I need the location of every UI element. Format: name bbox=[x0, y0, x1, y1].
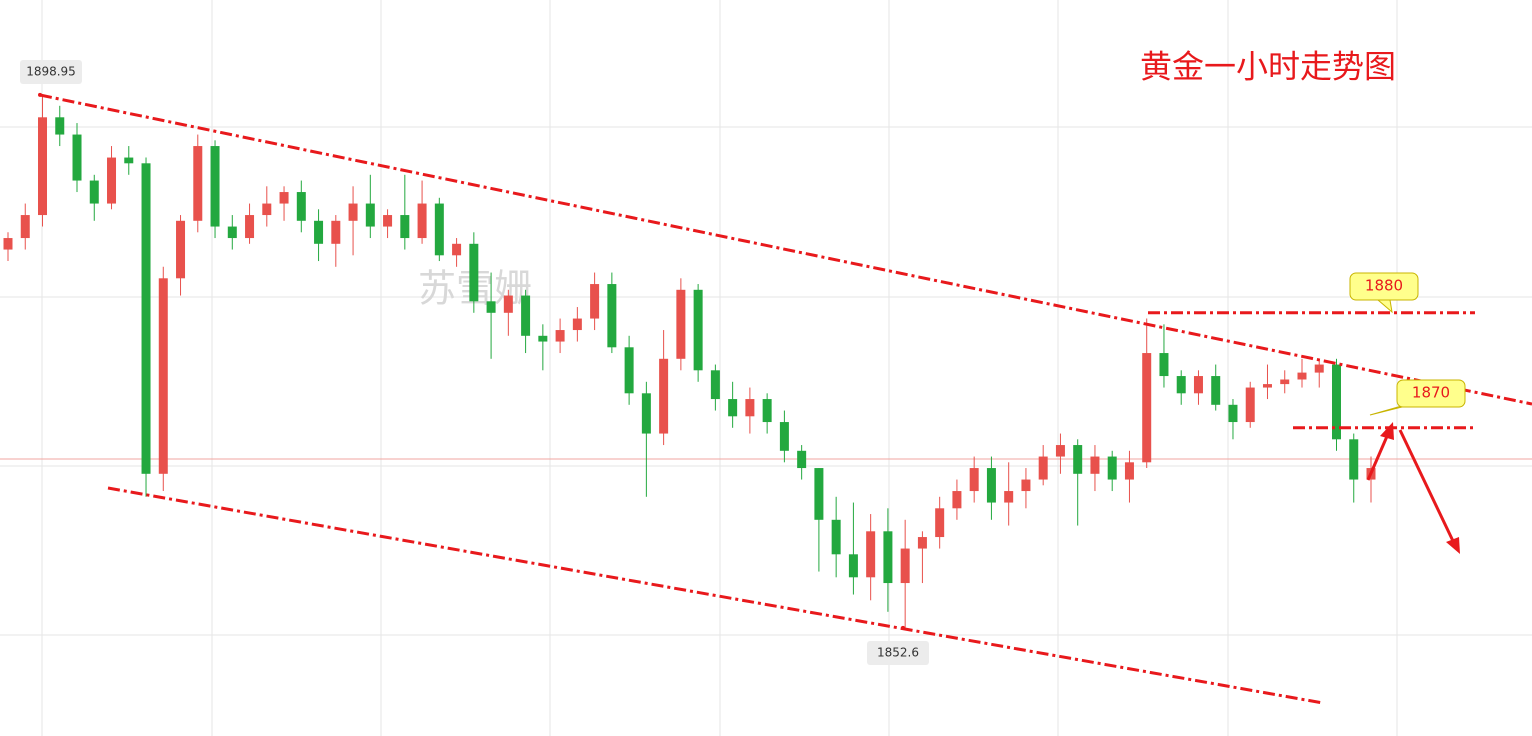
candle-body bbox=[72, 134, 82, 181]
candle-body bbox=[952, 491, 962, 509]
candle-body bbox=[538, 335, 548, 342]
price-tag-label: 1852.6 bbox=[877, 646, 919, 660]
candle-body bbox=[210, 146, 220, 227]
candle-body bbox=[314, 220, 324, 244]
candle-body bbox=[797, 450, 807, 469]
candle-body bbox=[1193, 376, 1203, 394]
candle-body bbox=[1314, 364, 1324, 373]
candle-body bbox=[227, 226, 237, 239]
candle-body bbox=[452, 243, 462, 256]
high-marker bbox=[38, 92, 42, 97]
candle-body bbox=[1021, 479, 1031, 492]
candle-body bbox=[296, 192, 306, 221]
candle-body bbox=[383, 215, 393, 227]
callout bbox=[1396, 379, 1466, 408]
candle-body bbox=[1262, 384, 1272, 388]
candle-body bbox=[866, 531, 876, 578]
candle-body bbox=[900, 548, 910, 584]
level-label: 1880 bbox=[1365, 277, 1403, 295]
candle-body bbox=[762, 399, 772, 423]
candle-body bbox=[400, 215, 410, 239]
price-tag-label: 1898.95 bbox=[26, 65, 76, 79]
candle-body bbox=[1245, 387, 1255, 423]
candle-body bbox=[1176, 376, 1186, 394]
candle-body bbox=[1090, 456, 1100, 474]
candle-body bbox=[1055, 445, 1065, 457]
candle-body bbox=[607, 284, 617, 348]
candle-body bbox=[348, 203, 358, 221]
candle-body bbox=[1331, 364, 1341, 440]
candle-body bbox=[469, 243, 479, 302]
candle-body bbox=[124, 157, 134, 164]
callout-tail bbox=[1376, 299, 1393, 314]
candle-body bbox=[1004, 491, 1014, 503]
candle-body bbox=[555, 330, 565, 342]
candles bbox=[3, 94, 1376, 628]
candle-body bbox=[728, 399, 738, 417]
candle-body bbox=[20, 215, 30, 239]
candle-body bbox=[331, 220, 341, 244]
candle-body bbox=[245, 215, 255, 239]
candle-body bbox=[141, 163, 151, 474]
candle-body bbox=[158, 278, 168, 474]
candle-body bbox=[1142, 353, 1152, 463]
candle-body bbox=[831, 519, 841, 555]
candle-body bbox=[1280, 379, 1290, 385]
candle-body bbox=[1349, 439, 1359, 480]
candle-body bbox=[3, 238, 13, 250]
chart-title: 黄金一小时走势图 bbox=[1140, 48, 1396, 86]
trend-lines bbox=[39, 93, 1532, 705]
price-tag bbox=[20, 60, 82, 84]
candle-body bbox=[176, 220, 186, 279]
callout bbox=[1349, 272, 1419, 301]
candle-body bbox=[365, 203, 375, 227]
candle-body bbox=[814, 468, 824, 520]
candle-body bbox=[935, 508, 945, 538]
arrows bbox=[1366, 422, 1460, 554]
candle-body bbox=[1107, 456, 1117, 480]
candle-body bbox=[641, 393, 651, 434]
candle-body bbox=[279, 192, 289, 204]
candle-body bbox=[107, 157, 117, 204]
candle-body bbox=[1073, 445, 1083, 474]
candle-body bbox=[779, 422, 789, 451]
candle-body bbox=[659, 358, 669, 434]
candle-body bbox=[486, 301, 496, 313]
candle-body bbox=[1228, 404, 1238, 423]
level-label: 1870 bbox=[1412, 384, 1450, 402]
candle-body bbox=[624, 347, 634, 394]
candle-body bbox=[1124, 462, 1134, 480]
candle-body bbox=[676, 289, 686, 359]
candle-body bbox=[1211, 376, 1221, 405]
candle-body bbox=[745, 399, 755, 417]
candle-body bbox=[417, 203, 427, 239]
candle-body bbox=[1038, 456, 1048, 480]
candle-body bbox=[590, 284, 600, 319]
candle-body bbox=[1159, 353, 1169, 377]
candle-body bbox=[434, 203, 444, 256]
candle-body bbox=[969, 468, 979, 492]
candle-body bbox=[848, 554, 858, 578]
candle-body bbox=[883, 531, 893, 584]
candle-body bbox=[917, 537, 927, 549]
low-marker bbox=[901, 625, 905, 630]
candle-body bbox=[572, 318, 582, 331]
candle-body bbox=[503, 295, 513, 313]
candle-body bbox=[193, 146, 203, 221]
candle-body bbox=[38, 117, 48, 216]
candle-body bbox=[986, 468, 996, 503]
candle-body bbox=[521, 295, 531, 336]
price-tag bbox=[867, 641, 929, 665]
candle-body bbox=[1297, 372, 1307, 380]
levels: 1898.95 1852.6 1880 1870 bbox=[20, 60, 1475, 665]
candle-body bbox=[55, 117, 65, 135]
candle-body bbox=[710, 370, 720, 400]
candle-body bbox=[693, 289, 703, 371]
candle-body bbox=[262, 203, 272, 216]
candle-body bbox=[89, 180, 99, 204]
